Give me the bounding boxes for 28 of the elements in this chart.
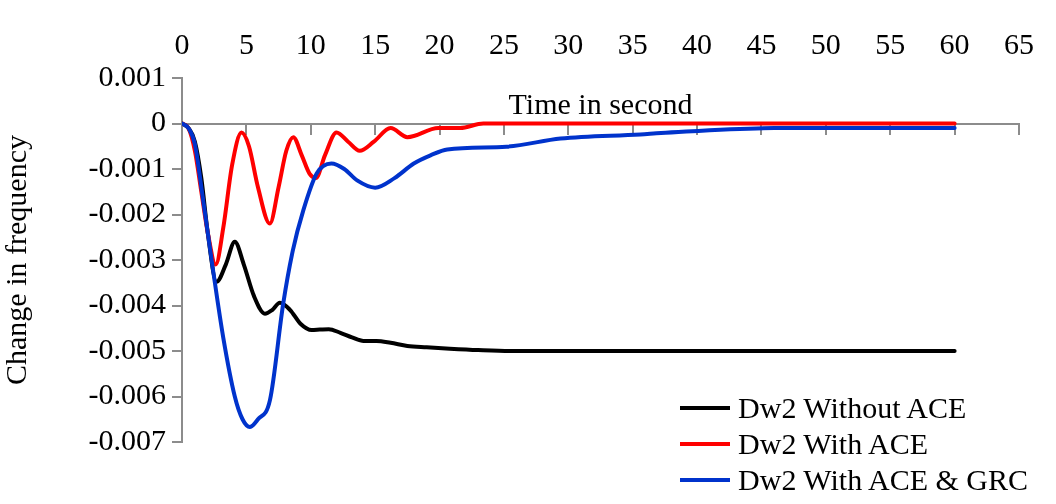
y-tick-label: 0.001 — [98, 58, 166, 92]
legend-label: Dw2 With ACE & GRC — [738, 463, 1028, 497]
x-tick-label: 25 — [488, 26, 519, 60]
y-tick-label: -0.003 — [88, 240, 166, 274]
legend-label: Dw2 Without ACE — [738, 391, 967, 425]
x-tick-label: 55 — [875, 26, 906, 60]
x-tick-label: 20 — [424, 26, 455, 60]
x-tick-label: 65 — [1004, 26, 1034, 60]
y-tick-label: -0.005 — [88, 331, 166, 365]
y-tick-label: -0.007 — [88, 422, 166, 456]
x-tick-label: 10 — [295, 26, 326, 60]
y-axis-title: Change in frequency — [0, 135, 32, 385]
x-tick-label: 40 — [682, 26, 713, 60]
legend-label: Dw2 With ACE — [738, 427, 928, 461]
x-tick-label: 60 — [939, 26, 970, 60]
y-tick-label: -0.006 — [88, 377, 166, 411]
y-tick-label: 0 — [151, 104, 166, 138]
x-tick-label: 5 — [238, 26, 254, 60]
y-tick-label: -0.001 — [88, 149, 166, 183]
x-tick-label: 50 — [810, 26, 841, 60]
x-tick-label: 0 — [174, 26, 190, 60]
y-tick-label: -0.004 — [88, 286, 166, 320]
x-tick-label: 30 — [553, 26, 584, 60]
x-axis-title: Time in second — [508, 86, 693, 120]
x-tick-label: 15 — [360, 26, 391, 60]
y-tick-label: -0.002 — [88, 195, 166, 229]
x-tick-label: 45 — [746, 26, 777, 60]
x-tick-label: 35 — [617, 26, 648, 60]
